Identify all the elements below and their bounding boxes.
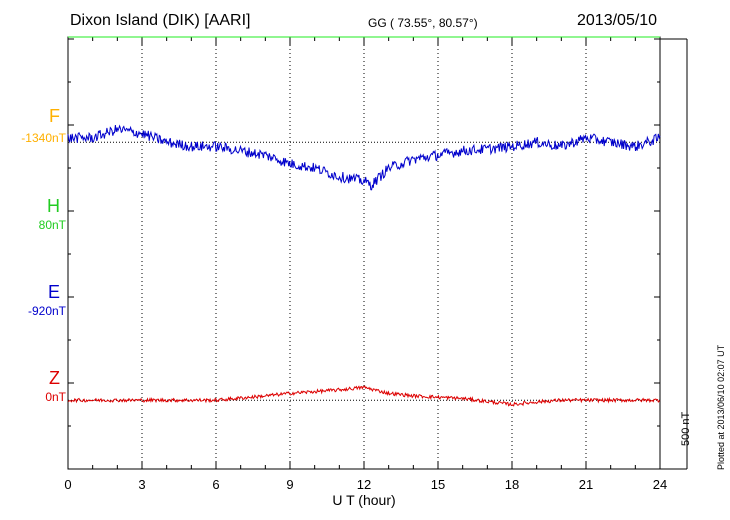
x-tick-label: 15	[431, 477, 445, 492]
x-tick-label: 21	[579, 477, 593, 492]
x-tick-label: 24	[653, 477, 667, 492]
x-tick-label: 6	[212, 477, 219, 492]
scale-bar-label: 500 nT	[680, 411, 692, 446]
series-offset-h: 80nT	[38, 218, 66, 232]
x-tick-label: 0	[64, 477, 71, 492]
series-offset-f: -1340nT	[21, 131, 66, 145]
series-offset-z: 0nT	[45, 390, 66, 404]
x-tick-label: 12	[357, 477, 371, 492]
station-title: Dixon Island (DIK) [AARI]	[70, 12, 251, 29]
series-line-e	[67, 124, 661, 191]
x-tick-label: 18	[505, 477, 519, 492]
station-coordinates: GG ( 73.55°, 80.57°)	[368, 16, 478, 30]
plotted-timestamp: Plotted at 2013/06/10 02:07 UT	[716, 344, 726, 470]
series-offset-e: -920nT	[27, 304, 66, 318]
series-label-h: H	[47, 196, 60, 216]
x-tick-label: 9	[286, 477, 293, 492]
series-label-z: Z	[49, 368, 60, 388]
series-line-z	[67, 385, 661, 407]
x-tick-label: 3	[138, 477, 145, 492]
date-label: 2013/05/10	[577, 12, 658, 29]
series-label-f: F	[49, 106, 60, 126]
series-label-e: E	[47, 282, 60, 302]
x-axis-title: U T (hour)	[332, 492, 395, 508]
